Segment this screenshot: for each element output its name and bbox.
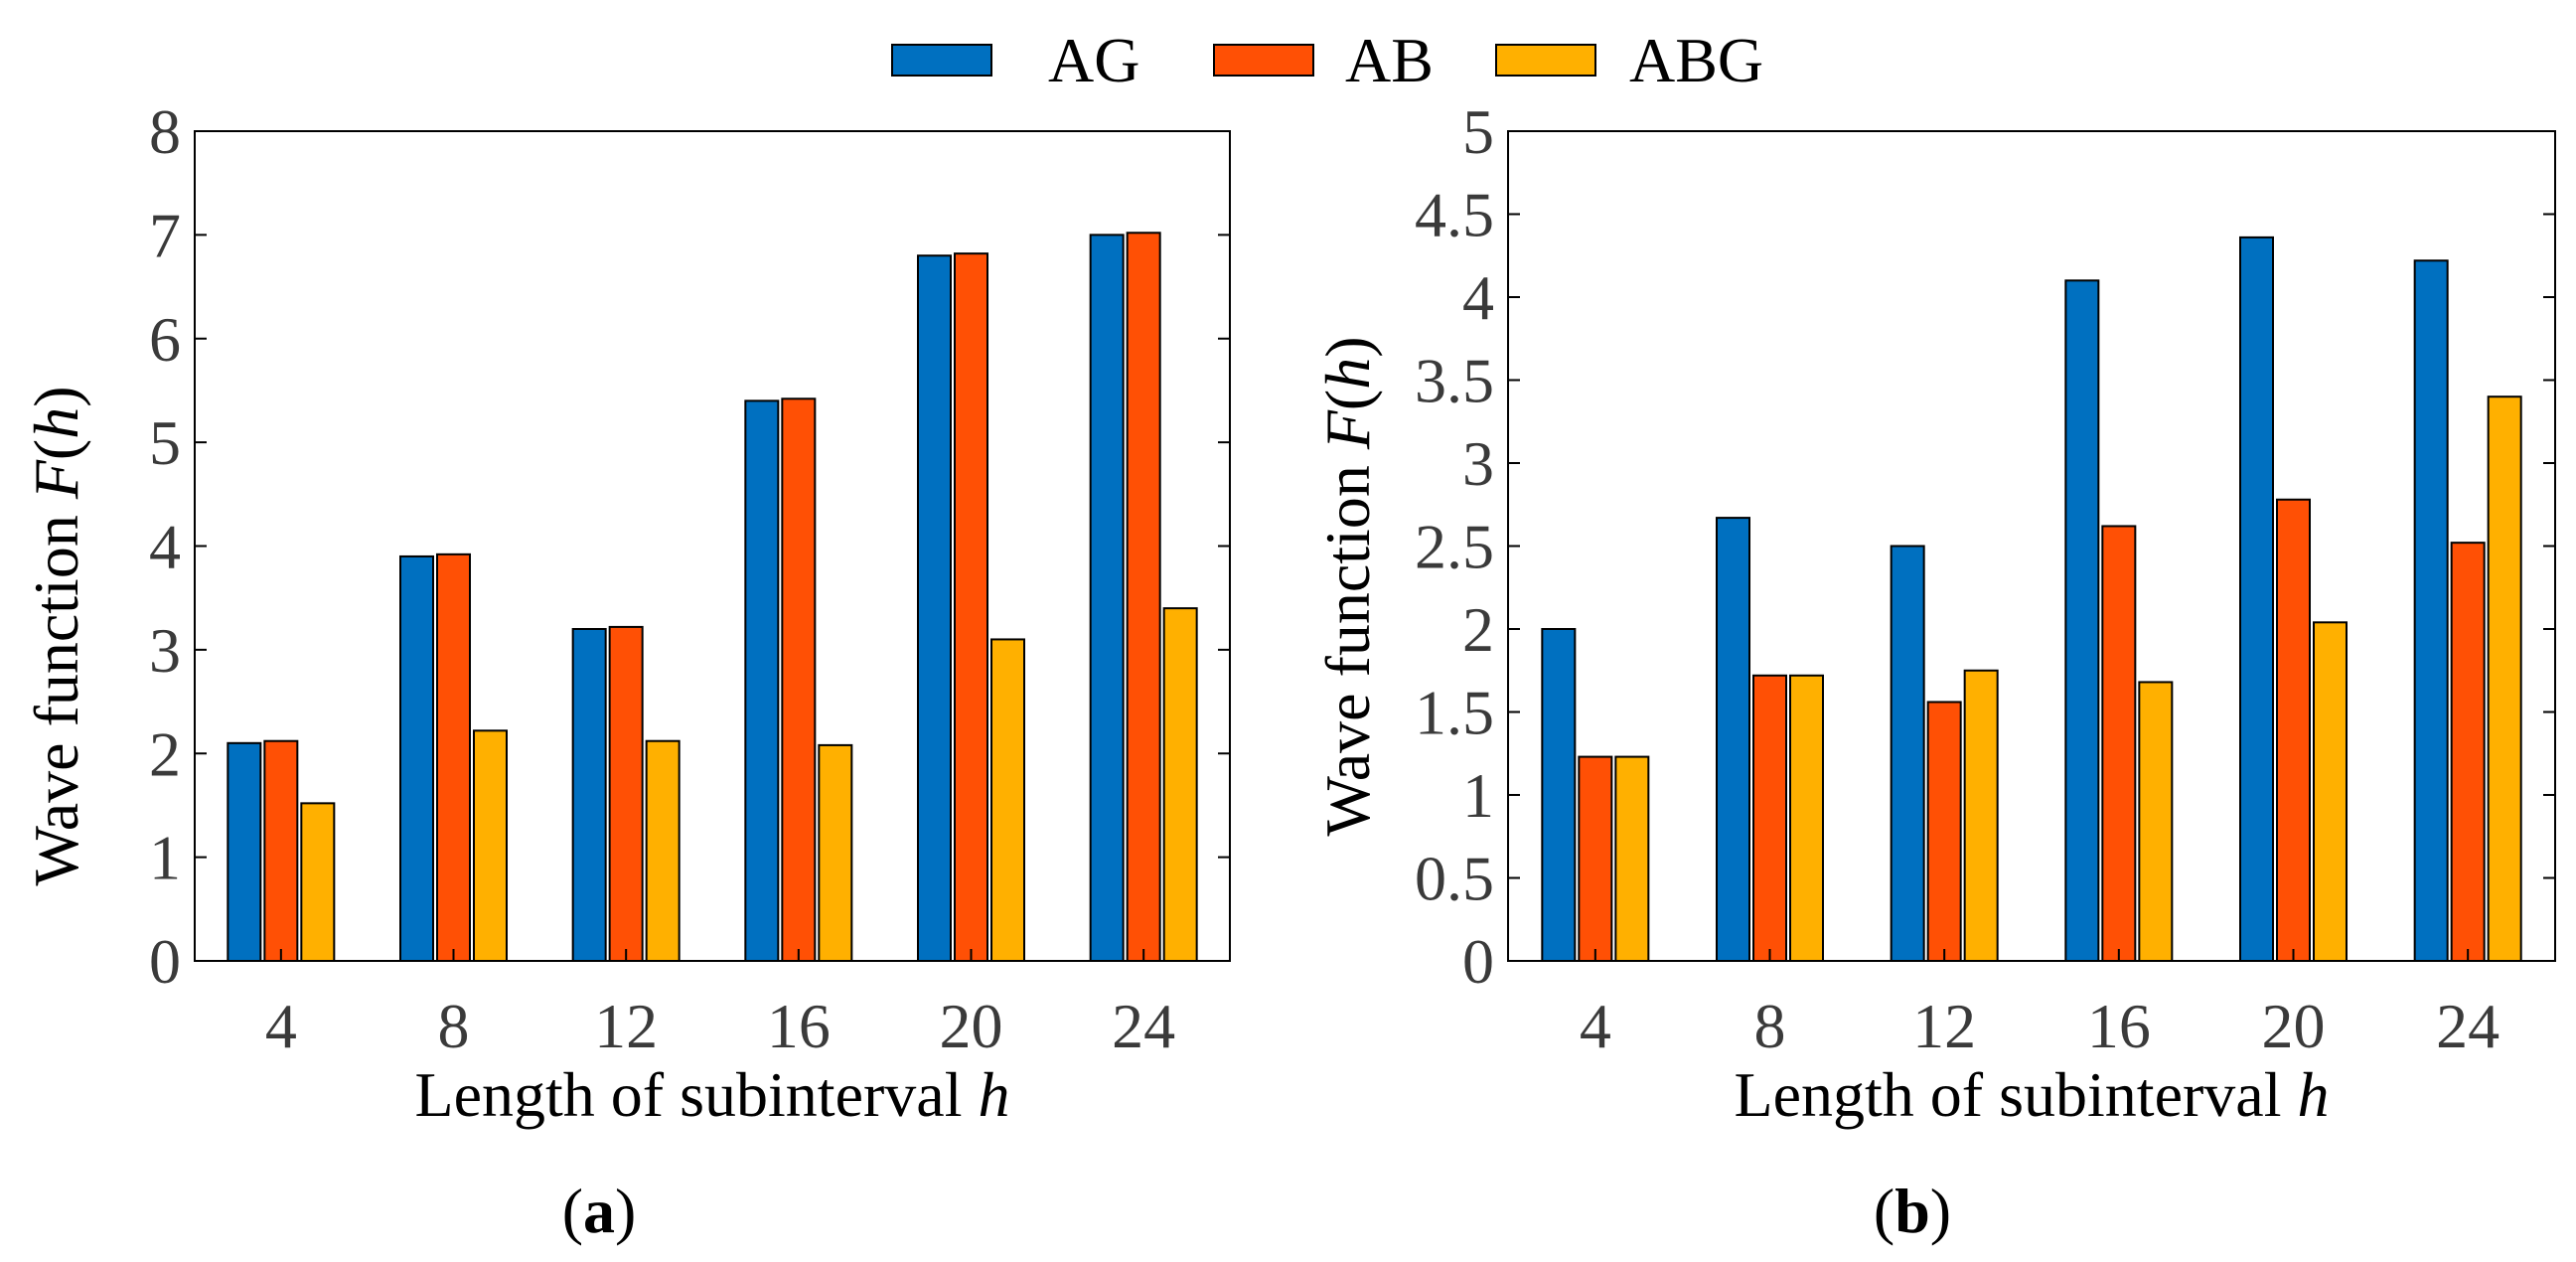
x-axis-ticks: 4 8 12 16 20 24 bbox=[1580, 949, 2500, 1061]
x-tick-label: 20 bbox=[2262, 991, 2326, 1061]
bar-abg-12 bbox=[1963, 669, 1999, 962]
y-tick-label: 8 bbox=[149, 96, 181, 167]
y-axis-label: Wave function F(h) bbox=[21, 386, 91, 885]
panel-label-a: (a) bbox=[562, 1176, 637, 1246]
y-axis-ticks: 0 0.5 1 1.5 2 2.5 3 3.5 4 4.5 5 bbox=[1415, 96, 2555, 997]
y-tick-label: 4 bbox=[1462, 262, 1494, 333]
bar-ag-4 bbox=[227, 741, 262, 962]
y-tick-label: 2.5 bbox=[1415, 512, 1494, 582]
y-axis-label: Wave function F(h) bbox=[1312, 336, 1383, 836]
x-tick-label: 20 bbox=[940, 991, 1003, 1061]
legend-swatch-abg bbox=[1495, 44, 1596, 77]
bar-abg-16 bbox=[818, 743, 853, 963]
bar-abg-4 bbox=[1614, 755, 1650, 963]
x-tick-label: 24 bbox=[2436, 991, 2500, 1061]
plot-frame bbox=[1507, 130, 2556, 962]
bar-ab-16 bbox=[2101, 525, 2137, 963]
bar-ab-4 bbox=[263, 739, 299, 962]
bar-abg-16 bbox=[2138, 681, 2174, 962]
bars-group bbox=[1541, 236, 2522, 963]
bar-abg-24 bbox=[2487, 395, 2522, 962]
bar-ab-12 bbox=[608, 625, 644, 962]
bar-ab-24 bbox=[1126, 232, 1161, 963]
bar-ag-16 bbox=[744, 399, 780, 962]
bar-ag-24 bbox=[1089, 234, 1125, 962]
bar-ab-8 bbox=[1752, 674, 1787, 962]
bar-abg-24 bbox=[1162, 607, 1198, 962]
bar-ag-24 bbox=[2413, 259, 2449, 962]
y-tick-label: 7 bbox=[149, 200, 181, 270]
x-tick-label: 8 bbox=[1754, 991, 1786, 1061]
bar-ab-12 bbox=[1926, 701, 1962, 962]
bar-ab-20 bbox=[2276, 498, 2311, 962]
legend-swatch-ag bbox=[891, 44, 992, 77]
y-tick-label: 5 bbox=[149, 407, 181, 478]
x-tick-label: 12 bbox=[1912, 991, 1976, 1061]
bar-abg-8 bbox=[473, 729, 508, 962]
bar-abg-4 bbox=[300, 802, 336, 962]
y-tick-label: 0.5 bbox=[1415, 844, 1494, 914]
bar-ag-12 bbox=[571, 628, 607, 962]
x-axis-ticks: 4 8 12 16 20 24 bbox=[265, 949, 1175, 1061]
y-tick-label: 1.5 bbox=[1415, 678, 1494, 748]
bar-ag-8 bbox=[399, 554, 434, 962]
x-axis-label: Length of subinterval h bbox=[415, 1059, 1010, 1130]
bar-abg-20 bbox=[990, 638, 1025, 962]
x-tick-label: 12 bbox=[594, 991, 658, 1061]
y-tick-label: 0 bbox=[149, 926, 181, 997]
legend-label-ag: AG bbox=[1048, 25, 1139, 95]
plot-frame bbox=[194, 130, 1231, 962]
x-axis-label: Length of subinterval h bbox=[1735, 1059, 2330, 1130]
x-tick-label: 16 bbox=[767, 991, 831, 1061]
legend-label-abg: ABG bbox=[1629, 25, 1763, 95]
legend-label-ab: AB bbox=[1345, 25, 1434, 95]
y-tick-label: 5 bbox=[1462, 96, 1494, 167]
x-tick-label: 4 bbox=[1580, 991, 1611, 1061]
y-tick-label: 0 bbox=[1462, 926, 1494, 997]
y-tick-label: 6 bbox=[149, 304, 181, 375]
bar-ab-20 bbox=[954, 252, 988, 963]
y-tick-label: 1 bbox=[1462, 760, 1494, 831]
y-tick-label: 2 bbox=[149, 718, 181, 789]
bar-abg-20 bbox=[2313, 621, 2348, 962]
bar-ag-20 bbox=[2239, 236, 2274, 962]
chart-panel-b: 0 0.5 1 1.5 2 2.5 3 3.5 4 4.5 5 4 8 12 16 20 24 Wave fu… bbox=[1312, 96, 2556, 1246]
bar-ab-8 bbox=[436, 552, 471, 962]
bar-ag-20 bbox=[917, 254, 952, 962]
y-tick-label: 2 bbox=[1462, 594, 1494, 665]
x-tick-label: 24 bbox=[1112, 991, 1175, 1061]
x-tick-label: 4 bbox=[265, 991, 297, 1061]
y-tick-label: 1 bbox=[149, 823, 181, 893]
legend: AG AB ABG bbox=[891, 25, 1763, 95]
bars-group bbox=[227, 232, 1198, 963]
bar-ag-8 bbox=[1716, 517, 1750, 962]
bar-abg-12 bbox=[645, 739, 681, 962]
y-tick-label: 3 bbox=[149, 615, 181, 686]
bar-ag-16 bbox=[2064, 279, 2100, 962]
bar-ag-4 bbox=[1541, 628, 1577, 962]
bar-ab-24 bbox=[2450, 542, 2486, 962]
bar-abg-8 bbox=[1789, 674, 1824, 962]
y-axis-ticks: 0 1 2 3 4 5 6 7 8 bbox=[149, 96, 1230, 997]
y-tick-label: 4 bbox=[149, 512, 181, 582]
y-tick-label: 4.5 bbox=[1415, 180, 1494, 250]
bar-ab-16 bbox=[781, 397, 817, 963]
panel-label-b: (b) bbox=[1874, 1176, 1951, 1246]
legend-swatch-ab bbox=[1213, 44, 1314, 77]
y-tick-label: 3 bbox=[1462, 428, 1494, 499]
y-tick-label: 3.5 bbox=[1415, 346, 1494, 416]
x-tick-label: 16 bbox=[2087, 991, 2151, 1061]
bar-ag-12 bbox=[1890, 545, 1925, 962]
bar-ab-4 bbox=[1578, 755, 1613, 963]
x-tick-label: 8 bbox=[438, 991, 470, 1061]
